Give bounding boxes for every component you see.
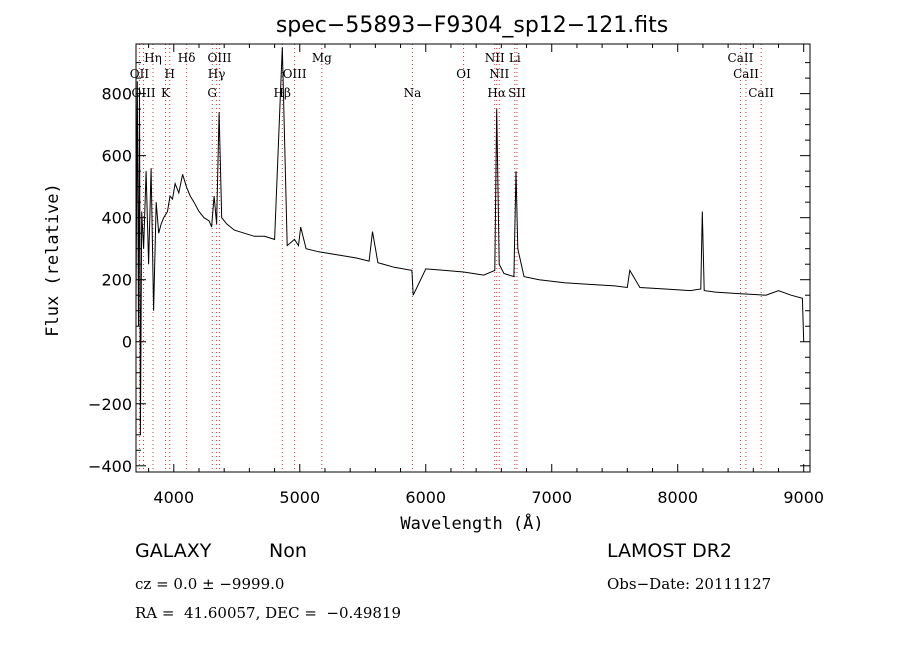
x-axis-ticks: 4000 5000 6000 7000 8000 9000 — [148, 44, 824, 507]
line-marker-label: Hδ — [178, 51, 196, 65]
x-tick-label: 7000 — [531, 488, 572, 507]
observation-date: Obs−Date: 20111127 — [607, 575, 772, 593]
redshift-cz: cz = 0.0 ± −9999.0 — [135, 575, 285, 593]
ra-dec: RA = 41.60057, DEC = −0.49819 — [135, 604, 402, 622]
x-tick-label: 4000 — [153, 488, 194, 507]
line-marker-label: NII — [485, 51, 505, 65]
line-marker-label: OIII — [207, 51, 231, 65]
line-marker-label: H — [165, 67, 175, 81]
line-marker-label: Li — [509, 51, 521, 65]
object-class: GALAXY — [135, 540, 212, 562]
line-marker-label: Na — [404, 86, 422, 100]
line-marker-label: OI — [456, 67, 471, 81]
x-tick-label: 8000 — [657, 488, 698, 507]
x-tick-label: 9000 — [783, 488, 824, 507]
x-tick-label: 5000 — [279, 488, 320, 507]
line-marker-label: Hα — [487, 86, 506, 100]
spectrum-line — [135, 47, 805, 435]
x-tick-label: 6000 — [405, 488, 446, 507]
y-tick-label: 0 — [122, 333, 132, 352]
line-marker-label: SII — [508, 86, 526, 100]
y-tick-label: 600 — [101, 147, 132, 166]
y-tick-label: 200 — [101, 271, 132, 290]
y-axis-label: Flux (relative) — [43, 183, 63, 337]
line-marker-label: CaII — [728, 51, 754, 65]
y-tick-label: −400 — [88, 457, 132, 476]
line-marker-label: OII — [130, 67, 150, 81]
line-marker-label: Hη — [144, 51, 162, 65]
line-marker-label: Hβ — [274, 86, 291, 100]
line-marker-label: OIII — [132, 86, 156, 100]
y-tick-label: −200 — [88, 395, 132, 414]
survey-name: LAMOST DR2 — [607, 540, 732, 562]
line-marker-label: CaII — [733, 67, 759, 81]
y-tick-label: 800 — [101, 85, 132, 104]
line-marker-label: Mg — [312, 51, 332, 65]
line-marker-label: Hγ — [208, 67, 226, 81]
spectrum-chart: spec−55893−F9304_sp12−121.fits OII OIII Hη… — [43, 13, 824, 534]
y-tick-label: 400 — [101, 209, 132, 228]
line-marker-label: NII — [489, 67, 509, 81]
x-axis-label: Wavelength (Å) — [400, 512, 543, 534]
line-marker-label: CaII — [748, 86, 774, 100]
line-marker-label: OIII — [283, 67, 307, 81]
line-markers — [138, 44, 762, 472]
plot-frame — [135, 43, 811, 473]
chart-title: spec−55893−F9304_sp12−121.fits — [276, 13, 668, 38]
line-marker-label: G — [207, 86, 217, 100]
line-marker-label: K — [161, 86, 171, 100]
y-axis-ticks: −400 −200 0 200 400 600 800 — [88, 62, 810, 476]
object-subclass: Non — [269, 540, 307, 562]
